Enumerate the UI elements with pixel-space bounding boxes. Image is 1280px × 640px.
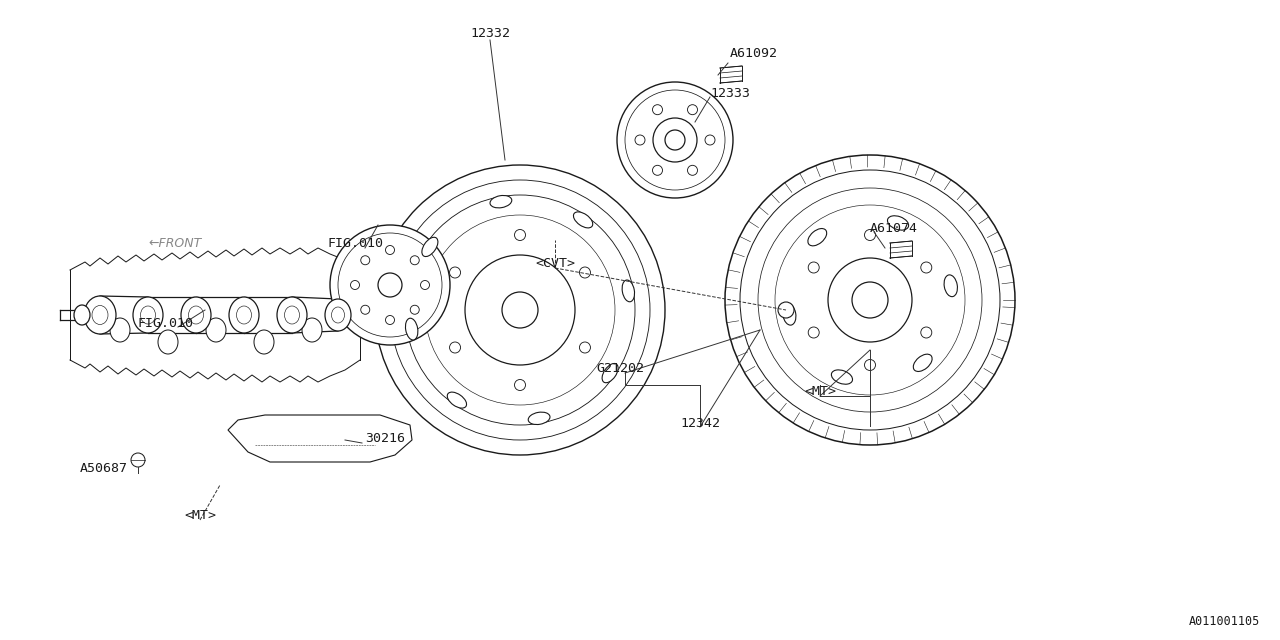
Ellipse shape	[887, 216, 909, 230]
Text: 30216: 30216	[365, 432, 404, 445]
Circle shape	[385, 316, 394, 324]
Ellipse shape	[141, 306, 155, 324]
Circle shape	[617, 82, 733, 198]
Ellipse shape	[157, 330, 178, 354]
Circle shape	[131, 453, 145, 467]
Ellipse shape	[92, 305, 108, 324]
Ellipse shape	[782, 303, 796, 325]
Ellipse shape	[133, 297, 163, 333]
Ellipse shape	[406, 318, 417, 340]
Ellipse shape	[253, 330, 274, 354]
Circle shape	[635, 135, 645, 145]
Ellipse shape	[237, 306, 251, 324]
Text: ←FRONT: ←FRONT	[148, 237, 201, 250]
Circle shape	[351, 280, 360, 289]
Text: A50687: A50687	[81, 462, 128, 475]
Ellipse shape	[332, 307, 344, 323]
Circle shape	[808, 262, 819, 273]
Circle shape	[375, 165, 666, 455]
Ellipse shape	[229, 297, 259, 333]
Circle shape	[361, 305, 370, 314]
Text: <CVT>: <CVT>	[535, 257, 575, 270]
Ellipse shape	[110, 318, 131, 342]
Ellipse shape	[490, 195, 512, 208]
Ellipse shape	[84, 296, 116, 334]
Text: G21202: G21202	[596, 362, 644, 375]
Circle shape	[687, 165, 698, 175]
Ellipse shape	[529, 412, 550, 424]
Circle shape	[449, 267, 461, 278]
Ellipse shape	[206, 318, 227, 342]
Circle shape	[385, 246, 394, 255]
Ellipse shape	[808, 228, 827, 246]
Text: A61092: A61092	[730, 47, 778, 60]
Circle shape	[920, 327, 932, 338]
Ellipse shape	[180, 297, 211, 333]
Circle shape	[687, 105, 698, 115]
Circle shape	[653, 165, 663, 175]
Circle shape	[653, 105, 663, 115]
Ellipse shape	[945, 275, 957, 297]
Text: <MT>: <MT>	[184, 509, 216, 522]
Text: A61074: A61074	[870, 222, 918, 235]
Ellipse shape	[422, 237, 438, 257]
Circle shape	[421, 280, 430, 289]
Text: A011001105: A011001105	[1189, 615, 1260, 628]
Text: FIG.010: FIG.010	[137, 317, 193, 330]
Text: 12333: 12333	[710, 87, 750, 100]
Circle shape	[808, 327, 819, 338]
Ellipse shape	[832, 370, 852, 384]
Circle shape	[705, 135, 716, 145]
Ellipse shape	[188, 306, 204, 324]
Circle shape	[864, 360, 876, 371]
Circle shape	[411, 256, 420, 265]
Ellipse shape	[602, 364, 618, 383]
Circle shape	[580, 342, 590, 353]
Text: 12342: 12342	[680, 417, 721, 430]
Text: <MT>: <MT>	[804, 385, 836, 398]
Circle shape	[580, 267, 590, 278]
Circle shape	[515, 230, 526, 241]
Text: FIG.010: FIG.010	[326, 237, 383, 250]
Ellipse shape	[276, 297, 307, 333]
Circle shape	[411, 305, 420, 314]
Circle shape	[920, 262, 932, 273]
Text: 12332: 12332	[470, 27, 509, 40]
Circle shape	[864, 230, 876, 241]
Circle shape	[724, 155, 1015, 445]
Ellipse shape	[914, 354, 932, 371]
Polygon shape	[228, 415, 412, 462]
Circle shape	[515, 380, 526, 390]
Circle shape	[330, 225, 451, 345]
Ellipse shape	[74, 305, 90, 325]
Circle shape	[361, 256, 370, 265]
Ellipse shape	[447, 392, 466, 408]
Ellipse shape	[302, 318, 323, 342]
Ellipse shape	[622, 280, 635, 302]
Ellipse shape	[284, 306, 300, 324]
Ellipse shape	[325, 299, 351, 331]
Ellipse shape	[573, 212, 593, 228]
Circle shape	[778, 302, 794, 318]
Circle shape	[449, 342, 461, 353]
